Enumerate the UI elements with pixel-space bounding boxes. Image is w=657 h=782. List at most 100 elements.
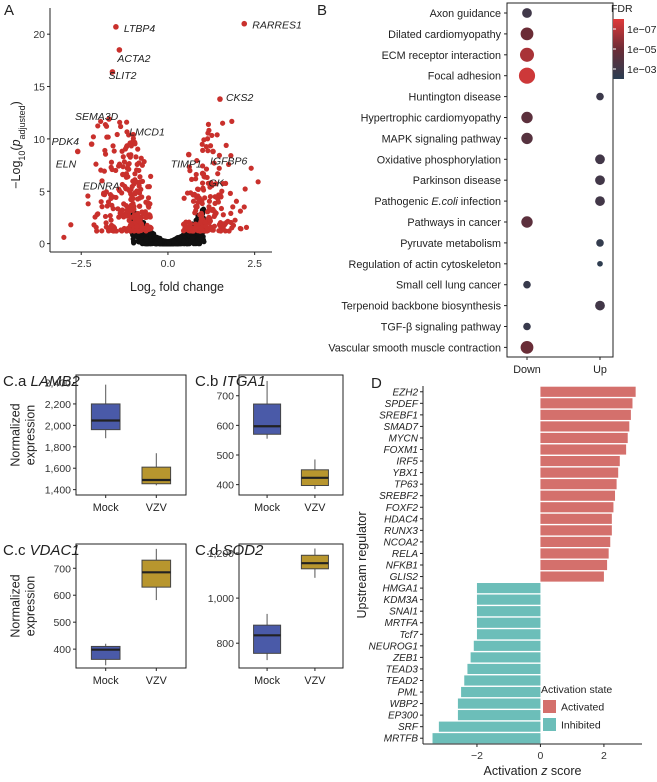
- regulator-bar: [540, 536, 611, 547]
- boxplot-x-label: Mock: [254, 675, 280, 687]
- pathway-dot: [520, 27, 534, 41]
- sig-point: [220, 212, 226, 218]
- regulator-bar: [540, 479, 617, 490]
- pathway-label: Focal adhesion: [428, 71, 501, 83]
- labeled-gene-point: [120, 171, 126, 178]
- sig-point: [90, 134, 96, 140]
- boxplot-y-axis-label: Normalizedexpression: [9, 403, 38, 466]
- sig-point: [193, 176, 199, 182]
- sig-point: [129, 195, 135, 202]
- sig-point: [228, 153, 234, 159]
- boxplot-y-tick-label: 1,800: [45, 442, 71, 454]
- regulator-bar: [540, 525, 612, 536]
- xlabel-part: score: [547, 764, 581, 778]
- sig-point: [126, 166, 132, 172]
- sig-point: [132, 141, 138, 147]
- sig-point: [114, 131, 120, 138]
- pathway-dot: [520, 341, 534, 354]
- regulator-label: EZH2: [392, 387, 418, 398]
- sig-point: [85, 201, 91, 207]
- sig-point: [186, 164, 192, 170]
- sig-point: [181, 221, 187, 227]
- regulator-label: YBX1: [392, 468, 418, 479]
- sig-point: [116, 214, 122, 220]
- boxplot-title-label: C.b: [195, 373, 223, 390]
- labeled-gene-point: [199, 170, 206, 177]
- sig-point: [218, 205, 225, 212]
- sig-point: [139, 194, 145, 200]
- pathway-dot: [597, 260, 603, 267]
- sig-point: [95, 123, 101, 129]
- regulator-bar: [540, 467, 619, 478]
- pathway-dotplot: Axon guidance Dilated cardiomyopathy ECM r…: [328, 2, 614, 376]
- bar-x-axis-label: Activation z score: [484, 764, 582, 778]
- boxplot-box: [141, 559, 172, 588]
- sig-point: [204, 209, 211, 215]
- sig-point: [137, 179, 143, 185]
- pathway-label: Regulation of actin cytoskeleton: [349, 259, 501, 271]
- fdr-legend-title: FDR: [611, 3, 633, 15]
- sig-point: [193, 171, 199, 178]
- sig-point: [229, 118, 235, 124]
- boxplot-y-tick-label: 500: [216, 450, 234, 462]
- regulator-label: EP300: [388, 711, 418, 722]
- sig-point: [138, 186, 144, 193]
- boxplot-title-label: C.c: [3, 542, 30, 559]
- sig-point: [134, 161, 140, 167]
- sig-point: [133, 154, 139, 160]
- sig-point: [200, 185, 206, 191]
- boxplot-itga1: C.b ITGA1 400 500 600 700 Mock VZV: [195, 373, 344, 514]
- boxplot-lamb2: C.a LAMB2 1,400 1,600 1,800 2,000 2,200 2,400 M…: [3, 373, 187, 514]
- labeled-gene-point: [185, 151, 192, 158]
- sig-point: [242, 186, 248, 192]
- sig-point: [98, 118, 104, 125]
- regulator-bar: [540, 386, 636, 397]
- ylabel-sub: 10: [17, 151, 27, 161]
- sig-point: [198, 211, 204, 217]
- sig-point: [207, 184, 213, 190]
- sig-point: [211, 223, 218, 229]
- sig-point: [196, 198, 202, 204]
- sig-point: [212, 194, 218, 200]
- boxplot-frame: [238, 374, 344, 496]
- boxplot-vdac1: C.c VDAC1 400 500 600 700 Mock VZV Normalizedex…: [3, 542, 187, 687]
- boxplot-title-gene: LAMB2: [31, 373, 81, 390]
- sig-point: [230, 204, 236, 210]
- sig-point: [199, 180, 206, 186]
- boxplot-frame: [75, 374, 187, 496]
- regulator-bar: [540, 559, 608, 571]
- bar-x-tick-label: −2: [471, 750, 483, 762]
- boxplot-y-tick-label: 500: [53, 617, 71, 629]
- activation-legend: Activation state Activated Inhibited: [541, 684, 612, 732]
- boxplot-title-label: C.d: [195, 542, 223, 559]
- sig-point: [213, 181, 219, 187]
- regulator-bar: [540, 398, 633, 409]
- labeled-gene-point: [113, 24, 119, 30]
- nonsig-point: [139, 240, 145, 246]
- boxplot-box: [90, 403, 121, 431]
- pathway-label: Pathways in cancer: [407, 217, 501, 229]
- pathway-label-part: infection: [458, 196, 501, 208]
- sig-point: [212, 200, 218, 207]
- regulator-label: WBP2: [390, 699, 419, 710]
- ylabel-part: ): [9, 101, 23, 105]
- sig-point: [227, 190, 233, 196]
- regulator-bar: [540, 455, 620, 467]
- boxplot-title-gene: VDAC1: [30, 542, 80, 559]
- sig-point: [113, 194, 119, 201]
- sig-point: [233, 198, 240, 204]
- regulator-label: SPDEF: [385, 399, 419, 410]
- sig-point: [98, 199, 104, 205]
- sig-point: [108, 159, 115, 165]
- labeled-gene-point: [74, 148, 81, 155]
- sig-point: [120, 154, 126, 160]
- nonsig-point: [177, 235, 183, 242]
- fdr-color-legend: FDR 1e−07 1e−05 1e−03: [611, 3, 657, 79]
- gene-label: RARRES1: [252, 20, 302, 32]
- regulator-bar: [476, 617, 541, 628]
- ylabel-line: Normalized: [9, 574, 23, 637]
- pathway-label-part: E.coli: [431, 196, 458, 208]
- sig-point: [108, 217, 114, 223]
- sig-point: [190, 198, 197, 204]
